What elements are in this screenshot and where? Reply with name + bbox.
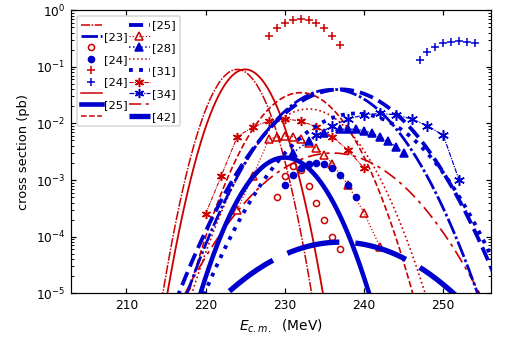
Legend: , [23], , [24], , [24], , [25], , [25], , [28], , [31], , [34], , [42]: , [23], , [24], , [24], , [25], , [25], … <box>76 16 180 126</box>
Y-axis label: cross section (pb): cross section (pb) <box>17 94 29 210</box>
X-axis label: $E_{c.m.}$  (MeV): $E_{c.m.}$ (MeV) <box>238 318 322 335</box>
